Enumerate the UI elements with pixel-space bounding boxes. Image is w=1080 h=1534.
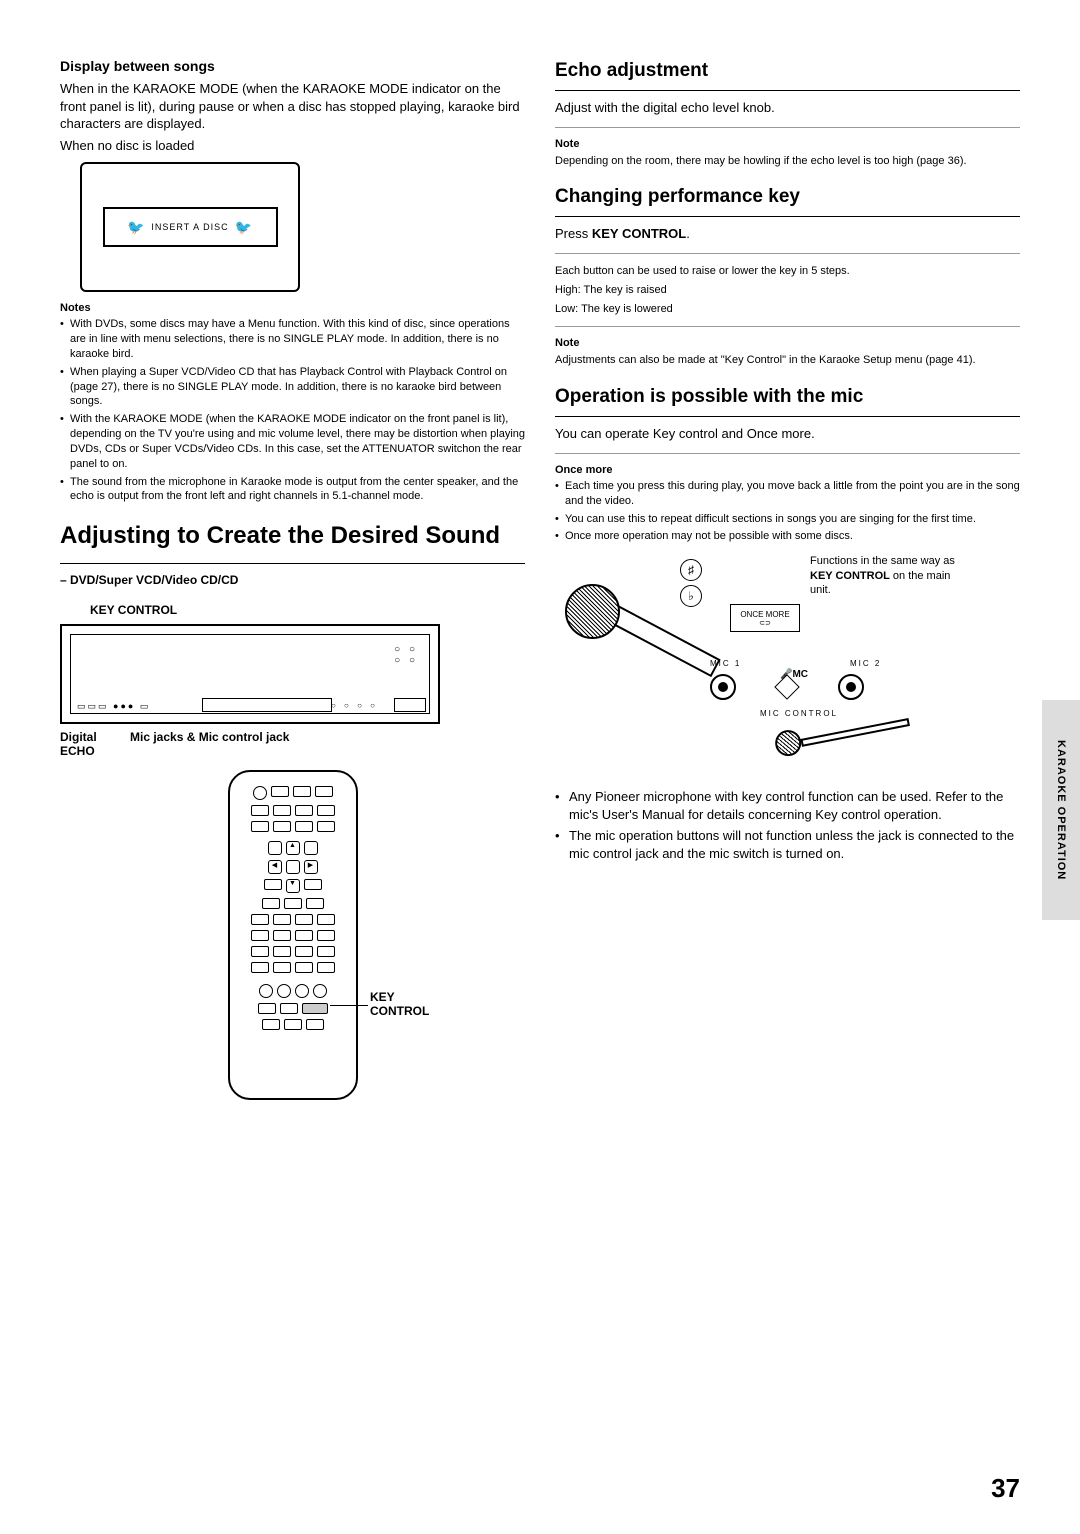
function-text: Functions in the same way as KEY CONTROL… <box>810 554 960 597</box>
disc-types: – DVD/Super VCD/Video CD/CD <box>60 572 525 588</box>
mic-desc: You can operate Key control and Once mor… <box>555 425 1020 443</box>
key-desc: Each button can be used to raise or lowe… <box>555 264 1020 279</box>
press-key-control: Press KEY CONTROL. <box>555 225 1020 243</box>
divider <box>60 563 525 564</box>
mic2-label: MIC 2 <box>850 659 881 668</box>
note-item: With the KARAOKE MODE (when the KARAOKE … <box>60 412 525 471</box>
mic-jacks-icon <box>710 674 864 700</box>
note-label: Note <box>555 138 1020 150</box>
once-more-list: Each time you press this during play, yo… <box>555 479 1020 544</box>
sharp-button-icon: ♯ <box>680 559 702 581</box>
echo-adjustment-heading: Echo adjustment <box>555 60 1020 82</box>
divider-light <box>555 127 1020 128</box>
note-item: The sound from the microphone in Karaoke… <box>60 475 525 505</box>
device-labels: Digital ECHO Mic jacks & Mic control jac… <box>60 730 525 758</box>
once-more-box: ONCE MORE ⊂⊃ <box>730 604 800 632</box>
once-more-item: Once more operation may not be possible … <box>555 529 1020 544</box>
divider-light <box>555 326 1020 327</box>
display-desc-2: When no disc is loaded <box>60 137 525 155</box>
note-item: When playing a Super VCD/Video CD that h… <box>60 365 525 410</box>
key-control-label: KEY CONTROL <box>90 602 525 618</box>
tv-illustration: 🐦 INSERT A DISC 🐦 <box>80 162 300 292</box>
once-more-label: Once more <box>555 464 1020 476</box>
mic-bullet: Any Pioneer microphone with key control … <box>555 788 1020 823</box>
divider <box>555 216 1020 217</box>
divider-light <box>555 453 1020 454</box>
remote-wrapper: ▲ ◀▶ ▼ KEY CONTROL <box>60 770 525 1100</box>
notes-label: Notes <box>60 302 525 314</box>
remote-illustration: ▲ ◀▶ ▼ <box>228 770 358 1100</box>
key-note: Adjustments can also be made at "Key Con… <box>555 353 1020 368</box>
note-item: With DVDs, some discs may have a Menu fu… <box>60 317 525 362</box>
tv-text: INSERT A DISC <box>151 222 228 232</box>
bird-icon-right: 🐦 <box>235 219 253 236</box>
adjusting-sound-heading: Adjusting to Create the Desired Sound <box>60 522 525 551</box>
remote-key-control-label: KEY CONTROL <box>370 990 429 1019</box>
left-column: Display between songs When in the KARAOK… <box>60 50 525 1112</box>
note-label: Note <box>555 337 1020 349</box>
display-between-songs-heading: Display between songs <box>60 58 525 74</box>
notes-list: With DVDs, some discs may have a Menu fu… <box>60 317 525 504</box>
page-number: 37 <box>991 1473 1020 1504</box>
mic-bullets: Any Pioneer microphone with key control … <box>555 788 1020 862</box>
divider <box>555 90 1020 91</box>
once-more-item: Each time you press this during play, yo… <box>555 479 1020 509</box>
digital-echo-label: Digital ECHO <box>60 730 110 758</box>
mic-diagram: ♯ ♭ Functions in the same way as KEY CON… <box>555 554 935 774</box>
mic-operation-heading: Operation is possible with the mic <box>555 386 1020 408</box>
divider-light <box>555 253 1020 254</box>
right-column: Echo adjustment Adjust with the digital … <box>555 50 1020 1112</box>
once-more-item: You can use this to repeat difficult sec… <box>555 512 1020 527</box>
microphone-icon <box>565 584 745 654</box>
section-tab: KARAOKE OPERATION <box>1042 700 1080 920</box>
mic-bullet: The mic operation buttons will not funct… <box>555 827 1020 862</box>
key-low: Low: The key is lowered <box>555 302 1020 317</box>
changing-key-heading: Changing performance key <box>555 186 1020 208</box>
bird-icon-left: 🐦 <box>127 219 145 236</box>
echo-desc: Adjust with the digital echo level knob. <box>555 99 1020 117</box>
device-illustration: ○ ○○ ○ ▭▭▭ ●●● ▭ ○ ○ ○ ○ <box>60 624 440 724</box>
key-high: High: The key is raised <box>555 283 1020 298</box>
echo-note: Depending on the room, there may be howl… <box>555 154 1020 169</box>
mic-jacks-label: Mic jacks & Mic control jack <box>130 730 289 758</box>
divider <box>555 416 1020 417</box>
mic1-label: MIC 1 <box>710 659 741 668</box>
mic-control-label: MIC CONTROL <box>760 709 838 718</box>
display-desc-1: When in the KARAOKE MODE (when the KARAO… <box>60 80 525 133</box>
